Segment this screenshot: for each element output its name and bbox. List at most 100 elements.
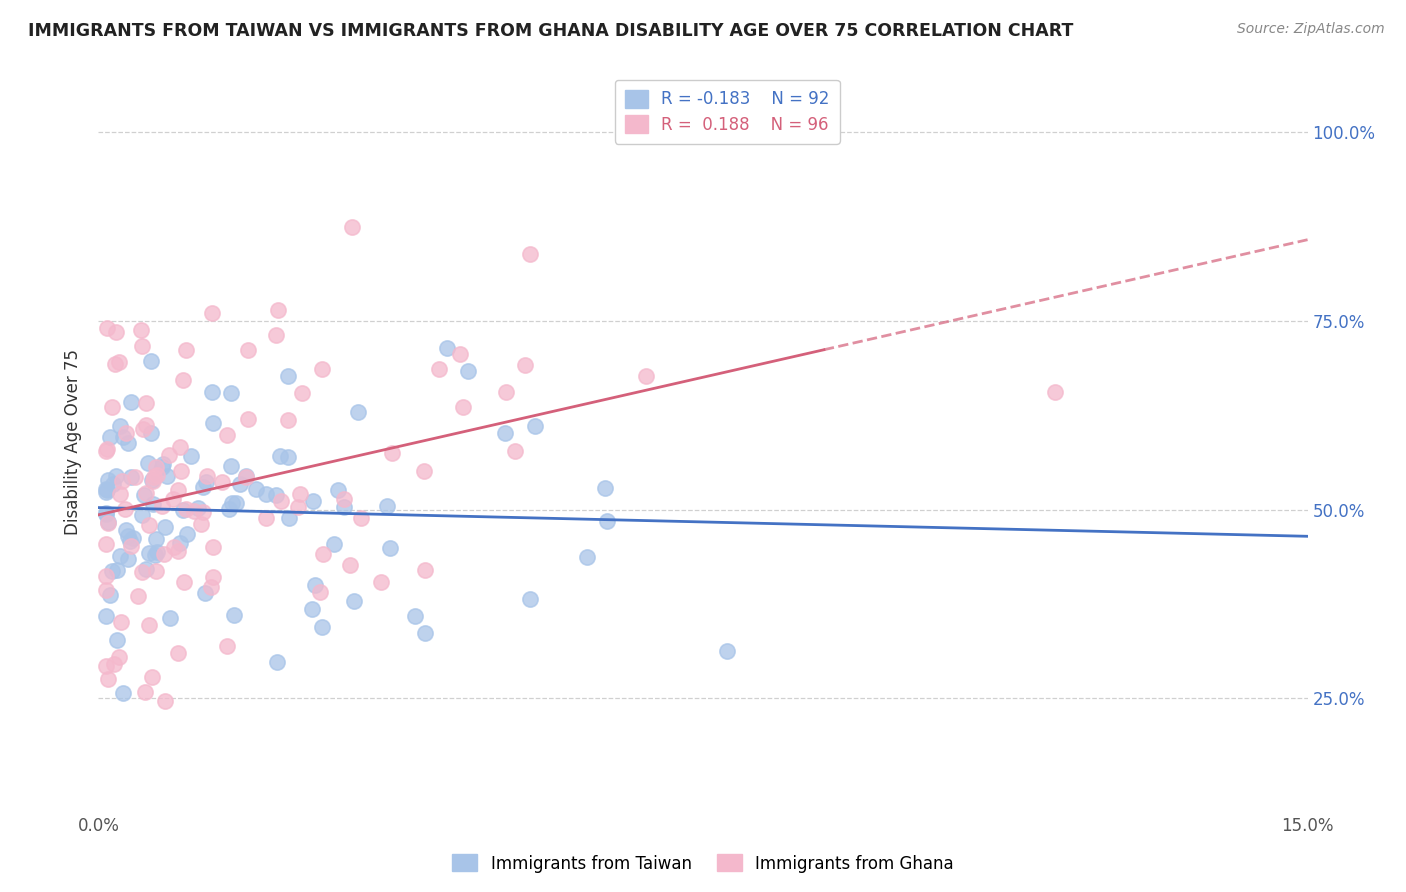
Point xyxy=(593,482,616,496)
Point xyxy=(245,483,267,497)
Point xyxy=(453,400,475,414)
Point xyxy=(190,516,212,531)
Point xyxy=(524,418,547,433)
Legend: R = -0.183    N = 92, R =  0.188    N = 96: R = -0.183 N = 92, R = 0.188 N = 96 xyxy=(614,79,839,144)
Point xyxy=(152,457,174,471)
Point xyxy=(495,384,517,399)
Point xyxy=(155,469,177,483)
Point xyxy=(138,546,160,560)
Point xyxy=(180,450,202,464)
Point xyxy=(201,385,224,400)
Point xyxy=(150,499,173,513)
Point xyxy=(112,686,135,700)
Point xyxy=(173,575,195,590)
Point xyxy=(519,592,541,607)
Point xyxy=(193,480,215,494)
Point xyxy=(333,491,356,506)
Point xyxy=(159,611,181,625)
Point xyxy=(254,486,277,500)
Point xyxy=(114,502,136,516)
Point xyxy=(269,449,291,463)
Point xyxy=(134,488,156,502)
Point xyxy=(96,507,118,521)
Point xyxy=(174,501,197,516)
Point xyxy=(254,511,277,525)
Point xyxy=(412,464,434,478)
Point xyxy=(346,405,368,419)
Point xyxy=(183,504,205,518)
Point xyxy=(146,468,169,483)
Point xyxy=(120,470,142,484)
Point xyxy=(172,503,194,517)
Point xyxy=(219,386,242,401)
Point xyxy=(270,494,292,508)
Point xyxy=(201,306,224,320)
Point xyxy=(97,516,120,530)
Point xyxy=(174,343,197,357)
Point xyxy=(328,483,350,497)
Point xyxy=(166,483,188,498)
Point xyxy=(124,470,146,484)
Point xyxy=(110,615,132,630)
Point xyxy=(96,483,118,498)
Point xyxy=(104,357,127,371)
Point xyxy=(117,551,139,566)
Point xyxy=(131,422,153,436)
Point xyxy=(224,607,246,622)
Point xyxy=(225,495,247,509)
Point xyxy=(131,565,153,579)
Point xyxy=(340,219,363,234)
Point xyxy=(194,586,217,600)
Legend: Immigrants from Taiwan, Immigrants from Ghana: Immigrants from Taiwan, Immigrants from … xyxy=(446,847,960,880)
Point xyxy=(290,486,312,500)
Point xyxy=(221,495,243,509)
Point xyxy=(117,529,139,543)
Point xyxy=(104,325,127,339)
Point xyxy=(169,440,191,454)
Point xyxy=(117,436,139,450)
Point xyxy=(1045,385,1067,400)
Point xyxy=(457,364,479,378)
Point xyxy=(267,303,290,318)
Point xyxy=(301,602,323,616)
Point xyxy=(110,549,132,564)
Point xyxy=(413,563,436,577)
Point xyxy=(131,508,153,522)
Point xyxy=(141,670,163,684)
Point xyxy=(287,500,309,514)
Point xyxy=(201,570,224,584)
Point xyxy=(167,544,190,558)
Point xyxy=(716,644,738,658)
Point xyxy=(309,585,332,599)
Point xyxy=(311,620,333,634)
Point xyxy=(105,468,128,483)
Point xyxy=(195,468,218,483)
Point xyxy=(163,540,186,554)
Point xyxy=(141,473,163,487)
Point xyxy=(96,583,118,598)
Point xyxy=(343,593,366,607)
Point xyxy=(636,368,658,383)
Point xyxy=(97,516,120,530)
Point xyxy=(110,419,132,434)
Point xyxy=(576,550,599,565)
Point xyxy=(195,475,218,490)
Point xyxy=(596,514,619,528)
Point xyxy=(266,487,288,501)
Point xyxy=(404,609,426,624)
Point xyxy=(139,426,162,441)
Point xyxy=(236,343,259,358)
Point xyxy=(96,444,118,458)
Point xyxy=(139,354,162,368)
Point xyxy=(105,563,128,577)
Point xyxy=(503,444,526,458)
Point xyxy=(380,541,402,555)
Point xyxy=(134,685,156,699)
Point xyxy=(202,416,225,430)
Point xyxy=(103,657,125,671)
Point xyxy=(238,411,260,425)
Point xyxy=(145,532,167,546)
Point xyxy=(291,386,314,401)
Point xyxy=(108,649,131,664)
Point xyxy=(107,355,129,369)
